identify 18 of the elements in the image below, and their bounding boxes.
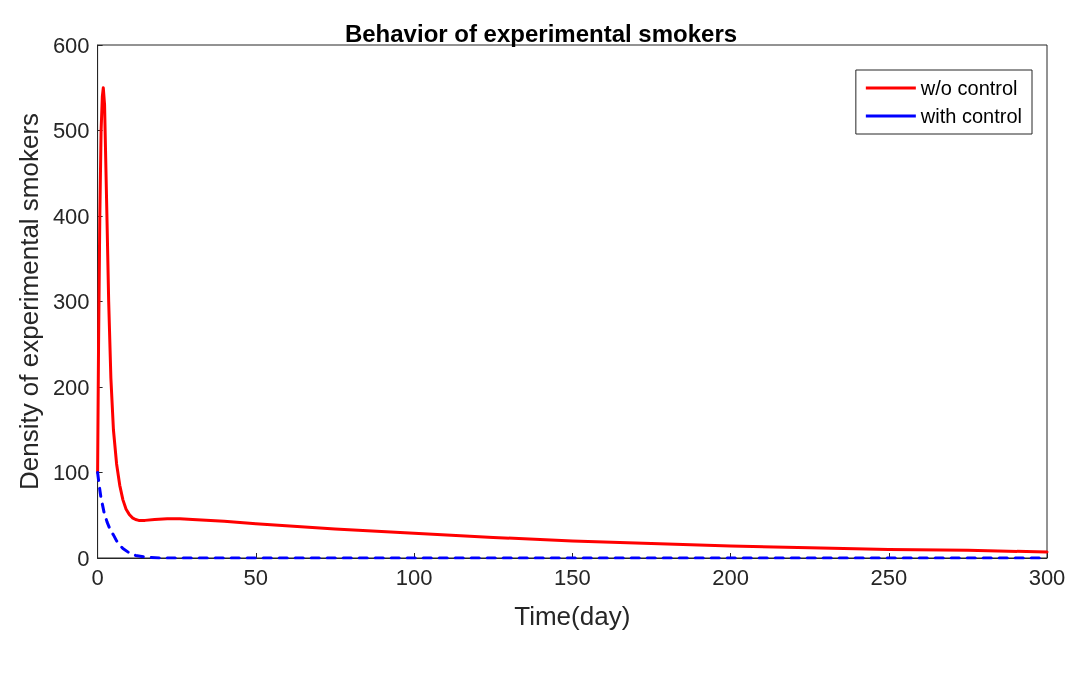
y-tick-label: 600 — [52, 32, 90, 58]
x-axis-title: Time(day) — [514, 601, 631, 631]
y-tick-label: 500 — [52, 118, 90, 143]
y-axis-title: Density of experimental smokers — [14, 112, 44, 491]
chart-title: Behavior of experimental smokers — [344, 19, 738, 47]
x-tick-label: 50 — [243, 564, 269, 590]
x-tick-label: 300 — [1028, 564, 1066, 590]
x-tick-label: 200 — [712, 564, 749, 590]
legend-label: w/o control — [919, 77, 1018, 99]
y-tick-label: 200 — [52, 374, 90, 400]
x-tick-label: 250 — [870, 564, 908, 590]
y-tick-label: 100 — [52, 460, 90, 485]
y-tick-label: 0 — [77, 545, 90, 571]
y-tick-label: 400 — [52, 203, 90, 229]
x-tick-label: 100 — [395, 564, 433, 590]
y-tick-label: 300 — [52, 289, 90, 314]
legend-label: with control — [919, 105, 1022, 127]
x-tick-label: 150 — [553, 564, 591, 590]
